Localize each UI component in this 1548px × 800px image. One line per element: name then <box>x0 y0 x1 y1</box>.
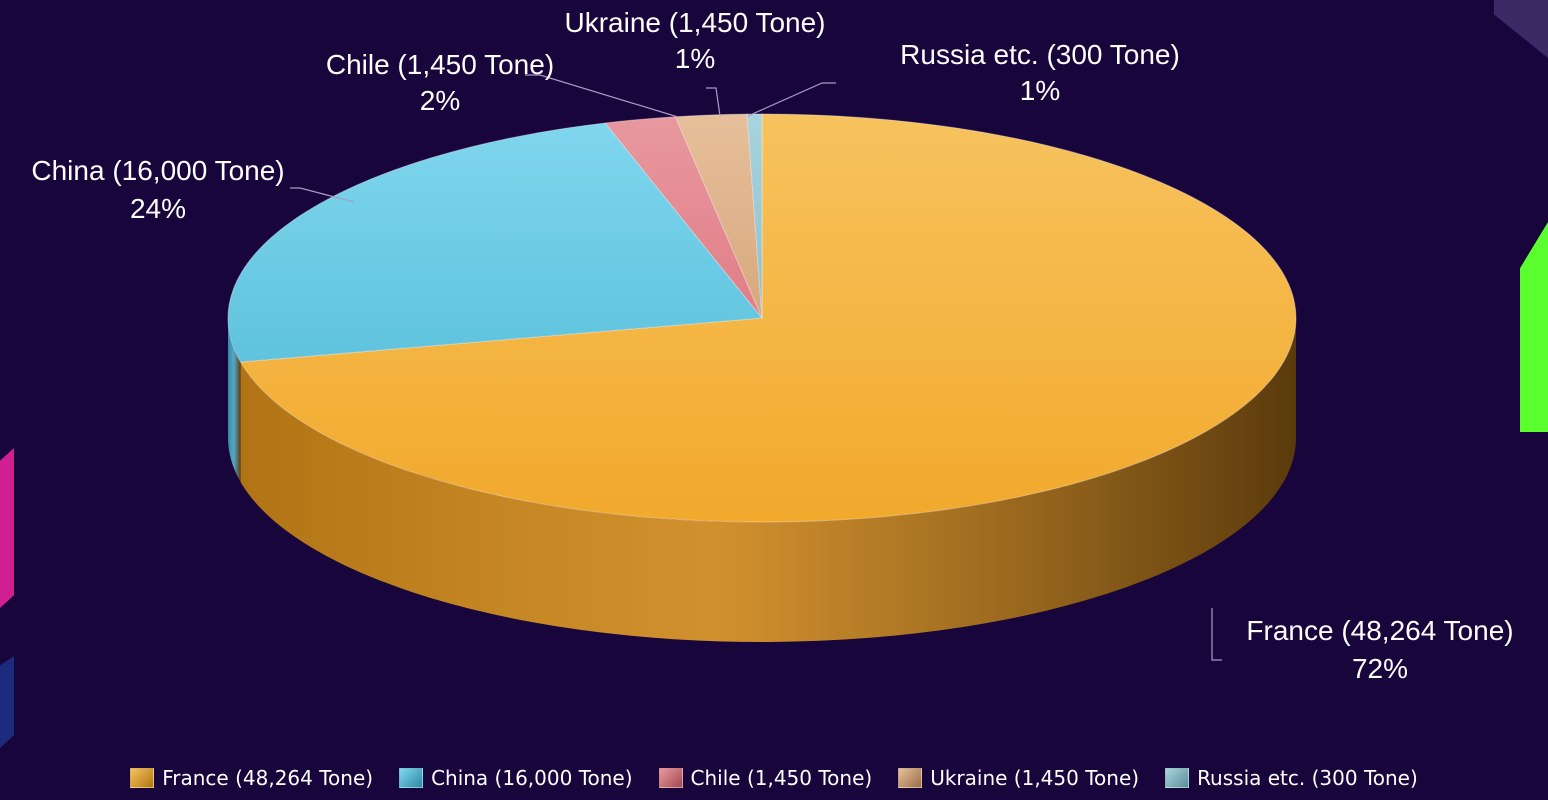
leader-lines <box>290 74 1222 661</box>
legend-label: China (16,000 Tone) <box>431 766 633 790</box>
leader-line-china-16-000-tone <box>290 187 355 203</box>
leader-line-france-48-264-tone <box>1211 608 1222 661</box>
data-label-percent-ukraine-1-450-tone: 1% <box>675 43 715 74</box>
legend-item-france-48-264-tone: France (48,264 Tone) <box>130 766 373 790</box>
legend-swatch <box>658 768 683 788</box>
magenta-accent-shape <box>0 448 14 608</box>
legend-swatch <box>1165 768 1190 788</box>
legend-swatch <box>399 768 424 788</box>
pie-top-faces <box>227 113 1297 523</box>
legend-swatch <box>130 768 155 788</box>
data-label-name-chile-1-450-tone: Chile (1,450 Tone) <box>326 49 554 80</box>
legend-item-chile-1-450-tone: Chile (1,450 Tone) <box>658 766 873 790</box>
chart-legend: France (48,264 Tone) China (16,000 Tone) C… <box>0 766 1548 790</box>
data-label-name-russia-etc-300-tone: Russia etc. (300 Tone) <box>900 39 1180 70</box>
legend-label: Ukraine (1,450 Tone) <box>930 766 1140 790</box>
pie-slice-russia-etc-300-tone <box>746 113 763 319</box>
legend-item-russia-etc-300-tone: Russia etc. (300 Tone) <box>1165 766 1418 790</box>
pie-side-faces <box>228 318 1296 643</box>
data-label-percent-russia-etc-300-tone: 1% <box>1020 75 1060 106</box>
data-label-name-ukraine-1-450-tone: Ukraine (1,450 Tone) <box>565 7 826 38</box>
pie-slice-france-48-264-tone <box>239 113 1297 523</box>
leader-line-russia-etc-300-tone <box>747 82 836 117</box>
pie-slice-china-16-000-tone <box>227 122 763 363</box>
data-label-percent-chile-1-450-tone: 2% <box>420 85 460 116</box>
data-label-name-china-16-000-tone: China (16,000 Tone) <box>31 155 284 186</box>
data-label-percent-france-48-264-tone: 72% <box>1352 653 1408 684</box>
legend-label: Russia etc. (300 Tone) <box>1197 766 1418 790</box>
legend-item-ukraine-1-450-tone: Ukraine (1,450 Tone) <box>898 766 1139 790</box>
data-label-percent-china-16-000-tone: 24% <box>130 193 186 224</box>
pie-chart: France (48,264 Tone) 72% China (16,000 Ton… <box>31 7 1513 684</box>
leader-line-chile-1-450-tone <box>525 74 679 118</box>
legend-label: Chile (1,450 Tone) <box>690 766 873 790</box>
leader-line-ukraine-1-450-tone <box>706 87 721 117</box>
pie-side-france-48-264-tone <box>240 318 1296 643</box>
data-labels: France (48,264 Tone) 72% China (16,000 Ton… <box>31 7 1513 684</box>
legend-item-china-16-000-tone: China (16,000 Tone) <box>399 766 633 790</box>
navy-accent-shape <box>0 656 14 748</box>
legend-swatch <box>898 768 923 788</box>
data-label-name-france-48-264-tone: France (48,264 Tone) <box>1246 615 1513 646</box>
pie-side-china-16-000-tone <box>228 318 241 482</box>
legend-label: France (48,264 Tone) <box>162 766 374 790</box>
